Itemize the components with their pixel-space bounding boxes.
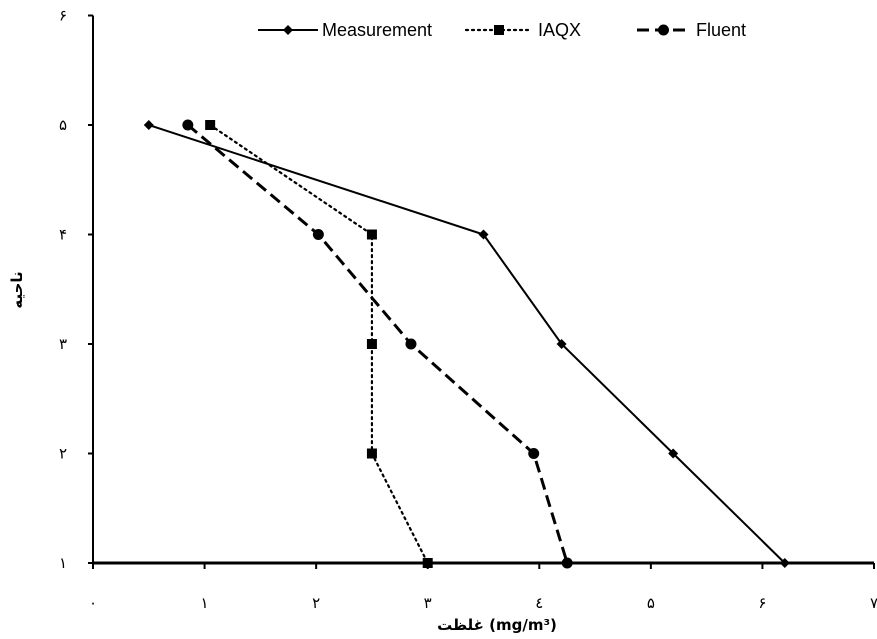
series-measurement: [143, 120, 790, 568]
series-line: [209, 123, 429, 565]
legend-item-measurement: Measurement: [258, 20, 432, 40]
x-tick-label: ۶: [758, 594, 766, 612]
y-tick-label: ۶: [59, 7, 67, 25]
data-point: [405, 338, 417, 350]
data-point: [528, 448, 540, 459]
data-point: [668, 448, 679, 459]
legend-label: Measurement: [322, 20, 432, 40]
axes: [92, 15, 874, 565]
y-tick-label: ٢: [59, 445, 67, 463]
data-point: [182, 119, 194, 131]
y-tick-label: ۵: [59, 116, 67, 134]
legend-marker: [494, 25, 504, 35]
series-line: [148, 124, 786, 564]
legend-label: Fluent: [696, 20, 746, 40]
series-fluent: [182, 119, 573, 569]
y-tick-label: ١: [59, 554, 67, 572]
series-line: [186, 123, 569, 564]
data-point: [779, 558, 790, 568]
y-tick-label: ۴: [59, 226, 67, 244]
legend-marker: [658, 24, 669, 36]
x-tick-label: ٤: [535, 594, 543, 612]
x-tick-label: ١: [201, 594, 209, 612]
data-point: [312, 229, 324, 240]
data-point: [561, 557, 573, 569]
data-point: [366, 229, 377, 240]
x-tick-label: ٧: [870, 594, 877, 612]
y-axis-title: ناحیه: [8, 271, 26, 308]
y-ticks: ١ ٢ ٣ ۴ ۵ ۶: [59, 7, 93, 572]
x-axis-title: غلظت (mg/m³): [437, 616, 557, 634]
data-point: [366, 339, 377, 349]
legend: Measurement IAQX Fluent: [258, 20, 746, 40]
data-point: [143, 120, 154, 130]
data-point: [205, 120, 216, 130]
x-tick-label: ۵: [647, 594, 655, 612]
x-ticks: ٠ ١ ٢ ٣ ٤ ۵ ۶ ٧: [89, 563, 877, 612]
legend-label: IAQX: [538, 20, 581, 40]
legend-marker: [283, 25, 293, 35]
series-iaqx: [205, 120, 433, 568]
legend-item-iaqx: IAQX: [464, 20, 581, 40]
series-layer: [143, 119, 790, 569]
y-tick-label: ٣: [59, 335, 67, 353]
legend-item-fluent: Fluent: [637, 20, 746, 40]
data-point: [478, 229, 489, 240]
data-point: [556, 339, 567, 349]
data-point: [366, 448, 377, 459]
x-tick-label: ٠: [89, 594, 97, 612]
x-tick-label: ٢: [312, 594, 320, 612]
data-point: [422, 558, 433, 568]
x-tick-label: ٣: [424, 594, 432, 612]
